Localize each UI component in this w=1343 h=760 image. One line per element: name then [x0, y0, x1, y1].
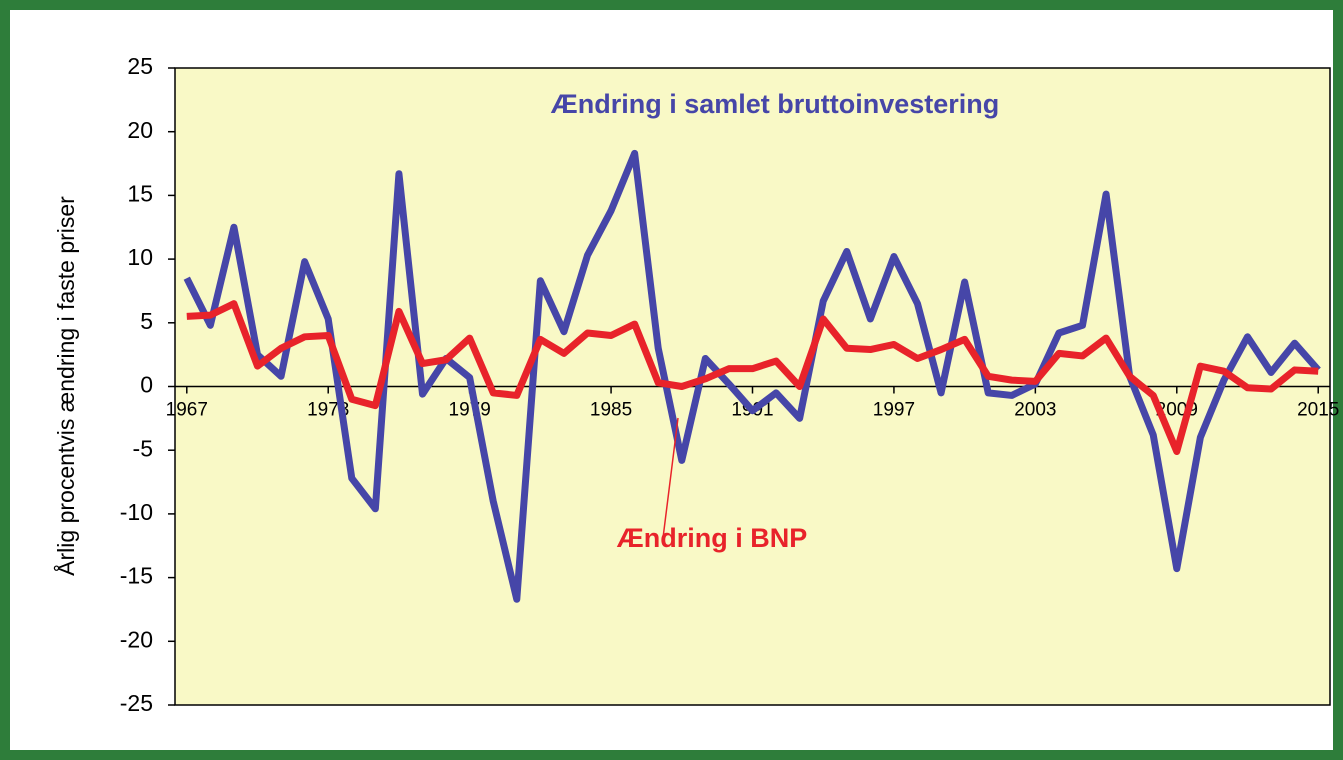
x-tick-label: 2003 [1014, 400, 1056, 421]
x-tick-label: 1967 [166, 400, 208, 421]
y-tick-label: -20 [120, 626, 153, 652]
y-tick-label: 0 [140, 372, 153, 398]
y-tick-label: -25 [120, 690, 153, 716]
y-tick-label: 20 [127, 117, 153, 143]
y-tick-label: 10 [127, 244, 153, 270]
y-tick-label: -10 [120, 499, 153, 525]
y-tick-label: 25 [127, 53, 153, 79]
leader-line [662, 417, 679, 539]
series-annotation: Ændring i samlet bruttoinvestering [551, 89, 1000, 119]
series [183, 149, 1321, 603]
y-tick-label: -15 [120, 563, 153, 589]
y-tick-label: 5 [140, 308, 153, 334]
x-tick-label: 1985 [590, 400, 632, 421]
series-annotation: Ændring i BNP [617, 523, 808, 553]
x-tick-label: 2015 [1297, 400, 1339, 421]
x-tick-label: 1979 [449, 400, 491, 421]
y-tick-label: 15 [127, 180, 153, 206]
series-line [186, 300, 1319, 455]
y-axis-label: Årlig procentvis ændring i faste priser [52, 196, 79, 576]
y-tick-label: -5 [133, 435, 153, 461]
x-tick-label: 1997 [873, 400, 915, 421]
